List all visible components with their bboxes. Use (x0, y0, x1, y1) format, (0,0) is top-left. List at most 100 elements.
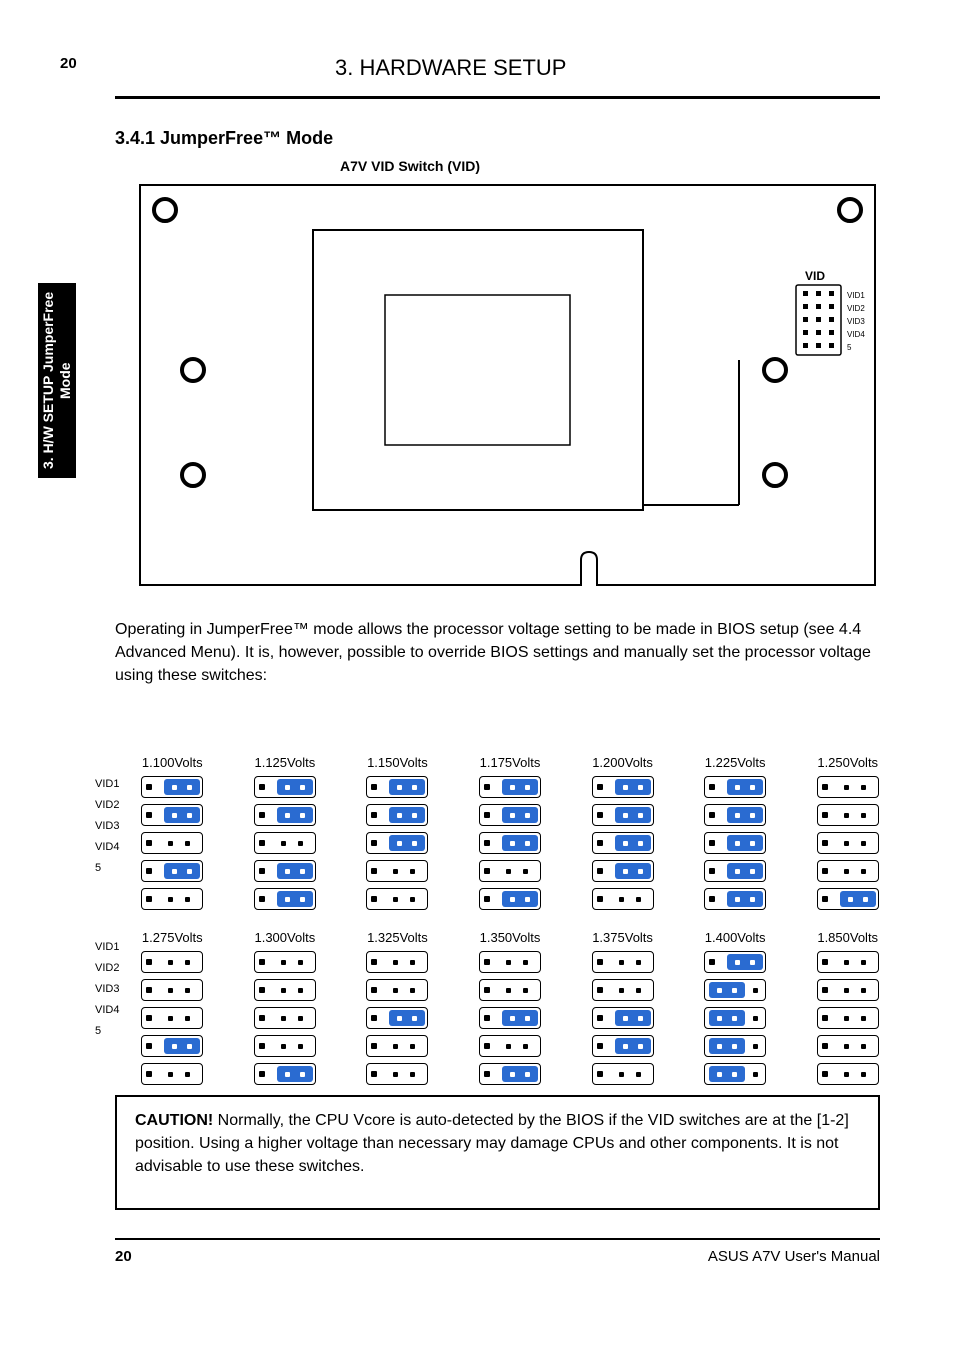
jumper-row (817, 832, 879, 854)
pcb-figure: VID VID1 VID2 VID3 VID4 5 (135, 180, 880, 590)
jumper-column: 1.225Volts (693, 755, 778, 910)
voltage-label: 1.175Volts (480, 755, 541, 770)
jumper-row (817, 1063, 879, 1085)
jumper-row (592, 1007, 654, 1029)
jumper-row (817, 776, 879, 798)
jumper-row (704, 1007, 766, 1029)
operation-text: Operating in JumperFree™ mode allows the… (115, 618, 880, 688)
jumper-row (704, 860, 766, 882)
jumper-row (366, 1007, 428, 1029)
jumper-row (817, 860, 879, 882)
voltage-label: 1.150Volts (367, 755, 428, 770)
jumper-column: 1.250Volts (805, 755, 890, 910)
voltage-label: 1.325Volts (367, 930, 428, 945)
jumper-row (141, 1063, 203, 1085)
jumper-row-label: 5 (95, 1025, 119, 1037)
jumper-row (141, 979, 203, 1001)
jumper-row (817, 804, 879, 826)
jumper-row-label: VID2 (95, 799, 119, 811)
jumper-row (141, 860, 203, 882)
jumper-row (366, 776, 428, 798)
jumper-row (592, 1063, 654, 1085)
jumper-row (592, 979, 654, 1001)
footer-manual-title: ASUS A7V User's Manual (708, 1248, 880, 1265)
jumper-row-label: VID1 (95, 778, 119, 790)
jumper-row (366, 1035, 428, 1057)
svg-text:5: 5 (847, 343, 852, 352)
jumper-row (254, 1063, 316, 1085)
voltage-label: 1.375Volts (592, 930, 653, 945)
svg-text:VID4: VID4 (847, 330, 865, 339)
voltage-label: 1.350Volts (480, 930, 541, 945)
jumper-column: 1.125Volts (243, 755, 328, 910)
jumper-row (254, 888, 316, 910)
jumper-row (479, 1035, 541, 1057)
jumper-row-label: VID3 (95, 820, 119, 832)
jumper-column: 1.275Volts (130, 930, 215, 1085)
caution-strong: CAUTION! (135, 1112, 213, 1129)
jumper-column: 1.300Volts (243, 930, 328, 1085)
jumper-row-label: VID3 (95, 983, 119, 995)
voltage-label: 1.200Volts (592, 755, 653, 770)
jumper-row (141, 951, 203, 973)
jumper-row (817, 1035, 879, 1057)
jumper-row (592, 860, 654, 882)
jumper-row (704, 979, 766, 1001)
caution-body: Normally, the CPU Vcore is auto-detected… (135, 1112, 849, 1175)
jumper-row (141, 888, 203, 910)
vid-header-label: VID (805, 269, 825, 283)
jumper-row-label: VID1 (95, 941, 119, 953)
jumper-row (254, 951, 316, 973)
pcb-svg: VID VID1 VID2 VID3 VID4 5 (135, 180, 880, 590)
jumper-row (704, 951, 766, 973)
jumper-row (592, 832, 654, 854)
jumper-row (141, 832, 203, 854)
svg-text:VID3: VID3 (847, 317, 865, 326)
jumper-row (592, 776, 654, 798)
jumper-row (254, 860, 316, 882)
jumper-row (366, 804, 428, 826)
jumper-column: 1.850Volts (805, 930, 890, 1085)
jumper-row (817, 1007, 879, 1029)
voltage-label: 1.850Volts (817, 930, 878, 945)
svg-text:VID1: VID1 (847, 291, 865, 300)
jumper-row (479, 951, 541, 973)
jumper-row (817, 979, 879, 1001)
horizontal-rule-bottom (115, 1238, 880, 1240)
jumper-row-label: 5 (95, 862, 119, 874)
jumper-row (704, 804, 766, 826)
jumper-row (141, 776, 203, 798)
jumper-row (479, 860, 541, 882)
jumper-column: 1.325Volts (355, 930, 440, 1085)
jumper-row (254, 1007, 316, 1029)
voltage-label: 1.400Volts (705, 930, 766, 945)
subsection-heading: 3.4.1 JumperFree™ Mode (115, 128, 333, 149)
jumper-row-label: VID4 (95, 1004, 119, 1016)
jumper-row (704, 776, 766, 798)
vid-header (796, 285, 841, 355)
jumper-column: 1.350Volts (468, 930, 553, 1085)
jumper-row (704, 888, 766, 910)
jumper-row (817, 951, 879, 973)
jumper-row (254, 1035, 316, 1057)
jumper-row (141, 1035, 203, 1057)
jumper-column: 1.175Volts (468, 755, 553, 910)
jumper-column: 1.100Volts (130, 755, 215, 910)
jumper-row (366, 951, 428, 973)
jumper-column: 1.200Volts (580, 755, 665, 910)
jumper-row (141, 804, 203, 826)
jumper-row (141, 1007, 203, 1029)
jumper-column: 1.400Volts (693, 930, 778, 1085)
jumper-row (592, 1035, 654, 1057)
jumper-row (254, 832, 316, 854)
jumper-row (479, 1007, 541, 1029)
jumper-row (479, 1063, 541, 1085)
jumper-row (704, 1035, 766, 1057)
jumper-row (479, 776, 541, 798)
side-tab: 3. H/W SETUP JumperFree Mode (38, 283, 76, 478)
svg-text:VID2: VID2 (847, 304, 865, 313)
caution-box: CAUTION! Normally, the CPU Vcore is auto… (115, 1095, 880, 1210)
voltage-label: 1.300Volts (254, 930, 315, 945)
voltage-label: 1.250Volts (817, 755, 878, 770)
section-title: 3. HARDWARE SETUP (335, 55, 566, 81)
